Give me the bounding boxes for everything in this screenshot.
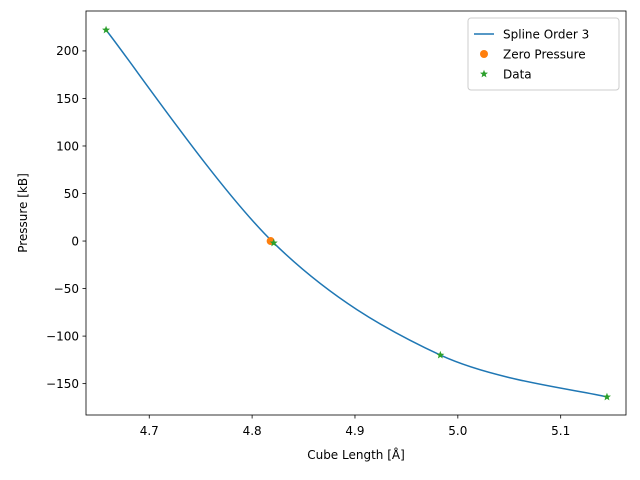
y-axis-label: Pressure [kB] [16, 173, 30, 253]
x-tick-label: 4.8 [243, 424, 262, 438]
data-point [436, 350, 445, 359]
legend-label: Zero Pressure [503, 47, 586, 61]
x-tick-label: 5.0 [448, 424, 467, 438]
data-point [102, 25, 111, 34]
legend-box [467, 17, 620, 91]
legend: Spline Order 3 Zero Pressure Data [467, 17, 620, 91]
x-axis: 4.7 4.8 4.9 5.0 5.1 [140, 415, 570, 438]
x-tick-label: 4.7 [140, 424, 159, 438]
data-point [269, 238, 278, 247]
legend-label: Spline Order 3 [503, 27, 589, 41]
y-axis: −150 −100 −50 0 50 100 150 200 [46, 44, 86, 391]
data-point [602, 392, 611, 401]
y-tick-label: −150 [46, 377, 79, 391]
x-axis-label: Cube Length [Å] [307, 447, 405, 462]
legend-label: Data [503, 67, 532, 81]
y-tick-label: 200 [56, 44, 79, 58]
y-tick-label: 0 [71, 234, 79, 248]
y-tick-label: 150 [56, 92, 79, 106]
y-tick-label: 50 [64, 187, 79, 201]
legend-circle-swatch [480, 50, 488, 58]
y-tick-label: −100 [46, 329, 79, 343]
axes-frame [85, 10, 627, 416]
x-tick-label: 5.1 [551, 424, 570, 438]
y-tick-label: 100 [56, 139, 79, 153]
legend-star-swatch [480, 69, 488, 78]
plot-area [102, 25, 611, 401]
spline-line [105, 29, 608, 398]
x-tick-label: 4.9 [345, 424, 364, 438]
y-tick-label: −50 [54, 282, 79, 296]
